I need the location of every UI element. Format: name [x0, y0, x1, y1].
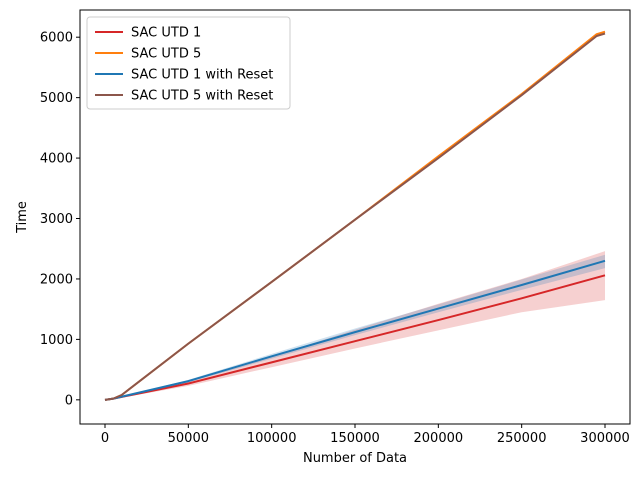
y-tick-label: 6000 [40, 31, 73, 46]
legend-label: SAC UTD 1 with Reset [131, 68, 273, 83]
x-tick-label: 250000 [497, 431, 547, 446]
legend-box [86, 16, 291, 110]
x-tick-label: 50000 [168, 431, 209, 446]
series-line-2 [104, 259, 606, 401]
y-tick-label: 2000 [40, 272, 73, 287]
legend-label: SAC UTD 5 [131, 47, 201, 62]
series-band-0 [105, 251, 605, 400]
x-tick-label: 150000 [330, 431, 380, 446]
confidence-bands [105, 251, 605, 400]
x-tick-label: 100000 [247, 431, 297, 446]
legend-label: SAC UTD 1 [131, 26, 201, 41]
x-tick-label: 300000 [580, 431, 630, 446]
y-tick-label: 1000 [40, 333, 73, 348]
y-tick-label: 5000 [40, 91, 73, 106]
y-tick-label: 3000 [40, 212, 73, 227]
y-tick-label: 0 [65, 393, 73, 408]
x-axis-label: Number of Data [303, 451, 407, 466]
y-axis-ticks: 0 1000 2000 3000 4000 5000 6000 [40, 31, 80, 408]
x-axis-ticks: 0 50000 100000 150000 200000 250000 300000 [101, 424, 630, 446]
legend: SAC UTD 1 SAC UTD 5 SAC UTD 1 with Reset SA… [86, 16, 291, 110]
series-lines [104, 30, 606, 401]
legend-label: SAC UTD 5 with Reset [131, 89, 273, 104]
x-tick-label: 200000 [414, 431, 464, 446]
y-axis-label: Time [15, 201, 30, 234]
series-line-3 [104, 32, 606, 401]
x-tick-label: 0 [101, 431, 109, 446]
y-tick-label: 4000 [40, 152, 73, 167]
